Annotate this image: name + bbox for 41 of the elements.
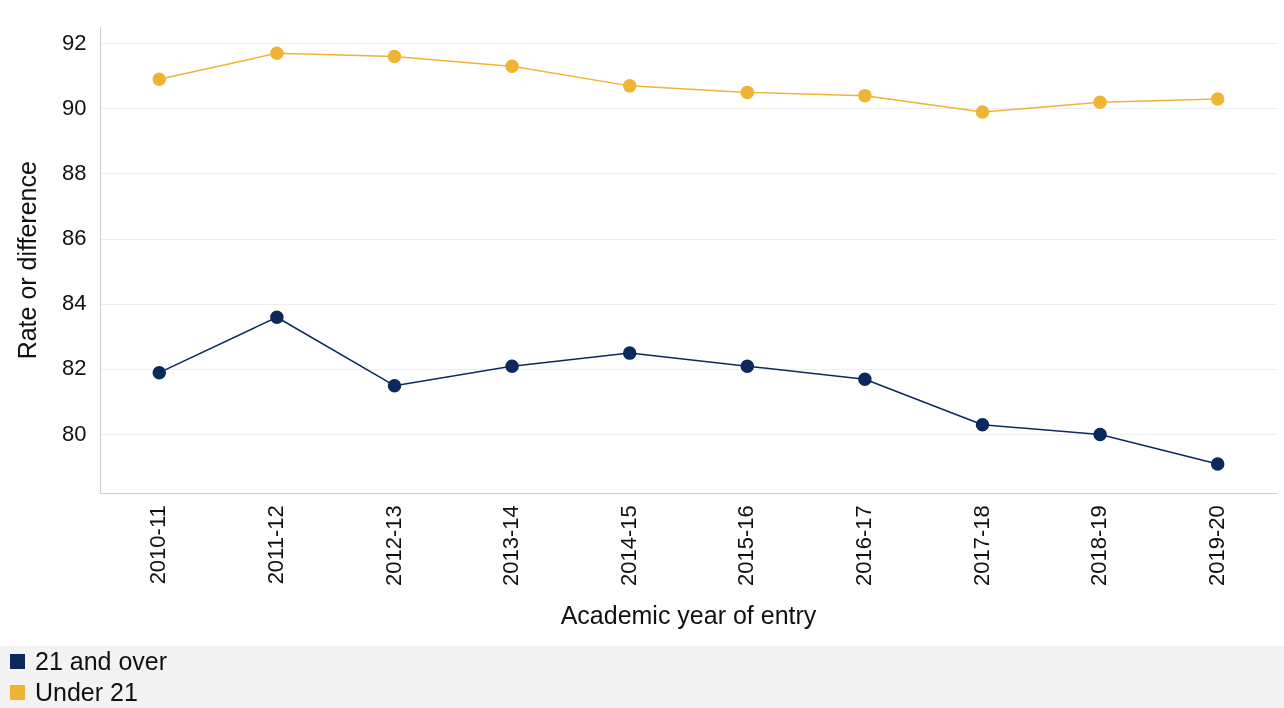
x-tick-label: 2012-13 [380, 505, 406, 587]
x-tick-label: 2019-20 [1203, 505, 1229, 587]
x-tick-label: 2016-17 [850, 505, 876, 587]
y-axis-title: Rate or difference [12, 161, 41, 360]
point [152, 72, 167, 87]
y-tick-label: 90 [61, 94, 87, 120]
point [740, 85, 755, 100]
x-axis-title: Academic year of entry [560, 600, 817, 629]
point [858, 372, 872, 386]
legend-label: 21 and over [35, 647, 168, 676]
x-tick-label: 2015-16 [733, 505, 759, 587]
x-tick-label: 2018-19 [1086, 505, 1112, 587]
y-tick-label: 86 [61, 225, 87, 251]
point [152, 365, 167, 380]
point [858, 88, 872, 103]
point [505, 359, 519, 373]
point [1093, 427, 1107, 442]
point [505, 59, 519, 74]
point [270, 46, 284, 61]
point [1093, 95, 1107, 109]
point [387, 378, 402, 393]
point [740, 359, 755, 373]
point [1210, 92, 1225, 106]
x-tick-label: 2014-15 [615, 505, 641, 587]
y-tick-label: 88 [61, 159, 87, 185]
point [975, 105, 990, 119]
x-tick-label: 2017-18 [968, 505, 994, 587]
y-tick-label: 92 [61, 29, 87, 55]
point [622, 79, 637, 93]
x-tick-label: 2010-11 [145, 505, 171, 585]
y-tick-label: 82 [61, 355, 87, 381]
x-tick-label: 2011-12 [262, 505, 288, 585]
y-tick-label: 84 [61, 290, 87, 316]
legend-label: Under 21 [35, 678, 138, 707]
point [387, 49, 402, 64]
y-tick-label: 80 [61, 420, 87, 446]
point [975, 418, 990, 432]
point [622, 346, 637, 360]
point [1210, 457, 1225, 471]
point [270, 310, 284, 325]
x-tick-label: 2013-14 [498, 505, 524, 587]
